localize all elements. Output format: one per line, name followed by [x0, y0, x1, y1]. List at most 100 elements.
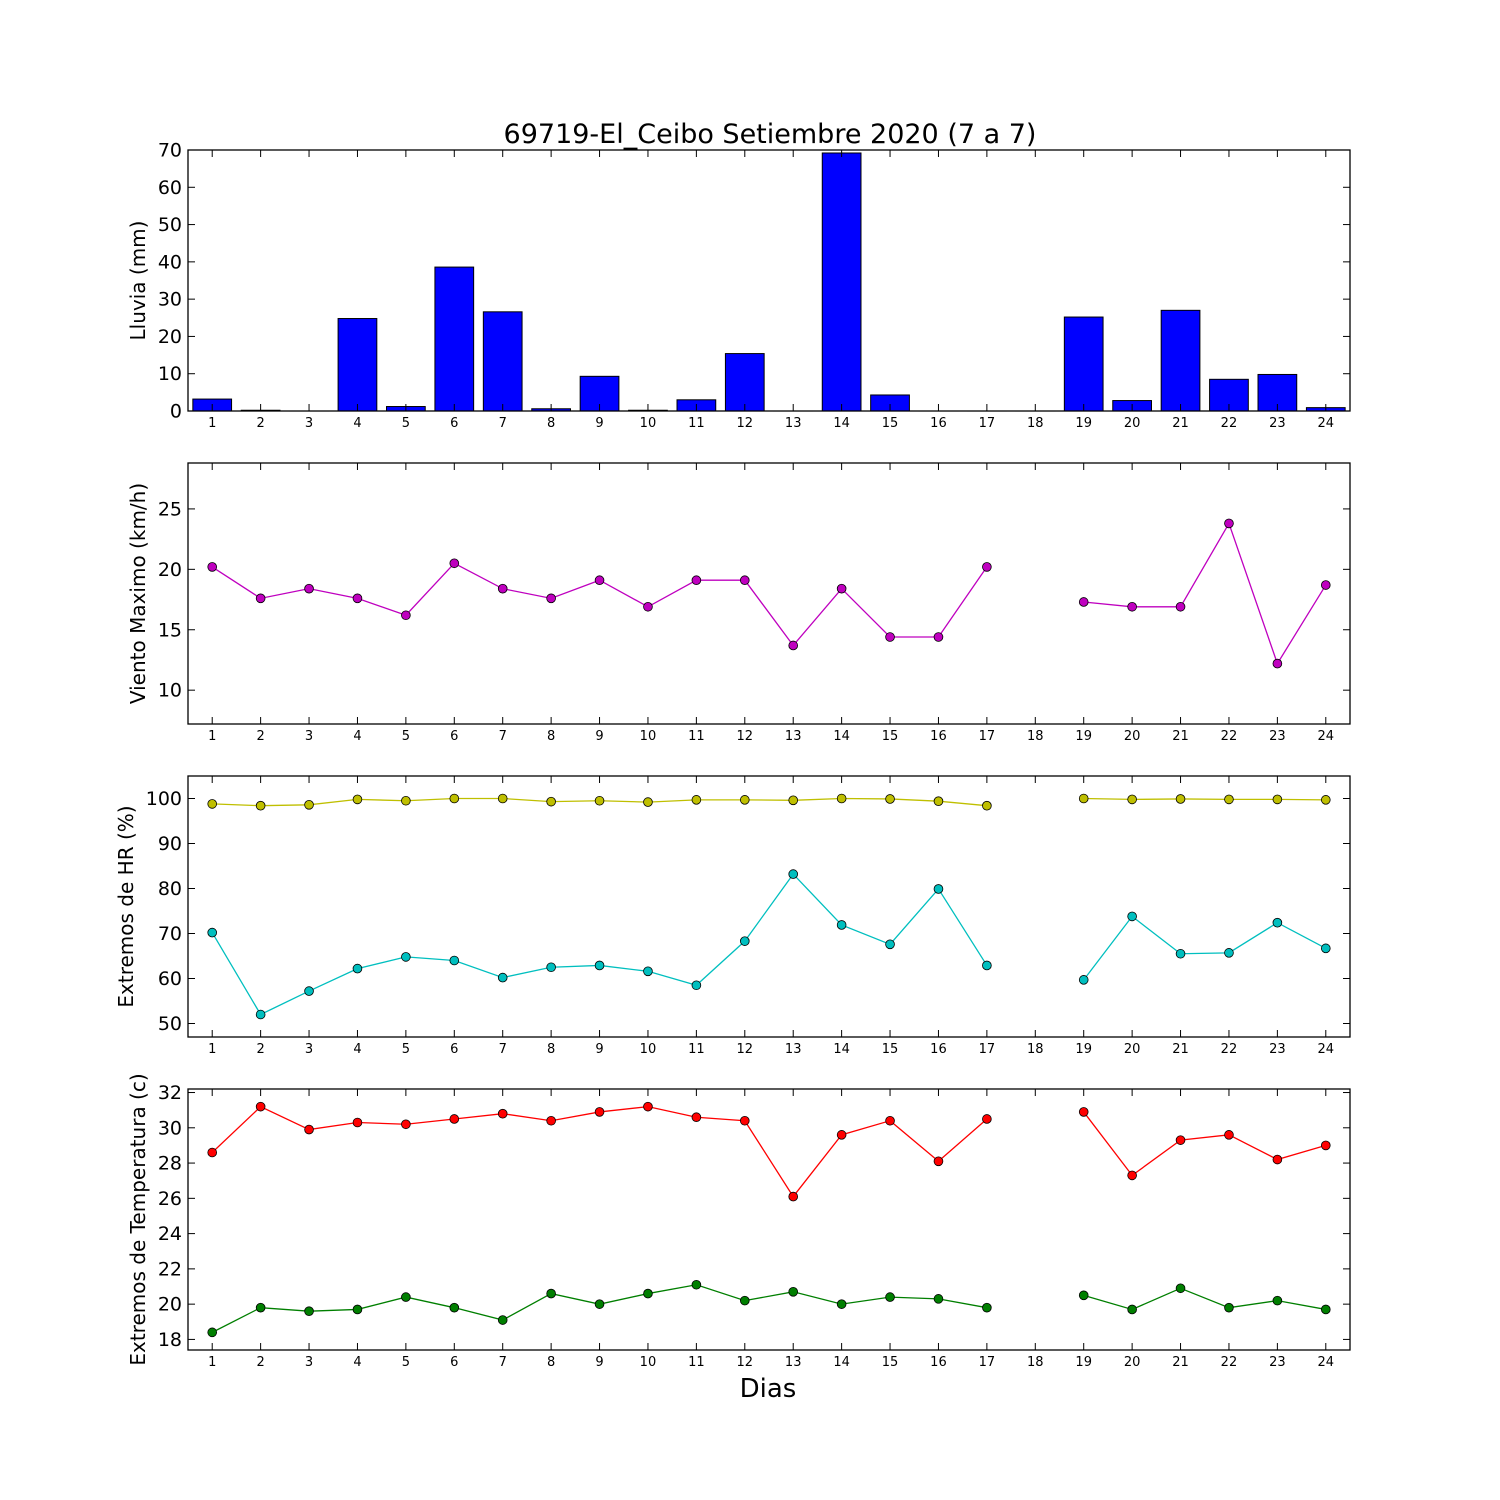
temperatura-series-1-point-day-8 [546, 1115, 556, 1126]
viento-series-1-point-day-16 [933, 632, 944, 642]
humedad-series-2-point-day-14 [836, 920, 847, 930]
x-tick-label-temperatura-11: 11 [688, 1355, 705, 1370]
x-tick-label-temperatura-2: 2 [256, 1355, 264, 1370]
y-tick-label-viento-10: 10 [158, 680, 182, 702]
x-tick-label-humedad-9: 9 [595, 1042, 603, 1057]
humedad-series-1-point-day-2 [255, 800, 266, 811]
temperatura-series-1-point-day-9 [594, 1107, 605, 1117]
x-tick-label-temperatura-22: 22 [1221, 1355, 1238, 1370]
temperatura-series-2-point-day-23 [1272, 1295, 1283, 1306]
y-tick-label-humedad-80: 80 [158, 878, 182, 900]
x-tick-label-temperatura-23: 23 [1269, 1355, 1286, 1370]
temperatura-series-1-point-day-3 [304, 1124, 314, 1135]
y-tick-label-humedad-50: 50 [158, 1013, 182, 1035]
viento-series-1-point-day-14 [836, 583, 847, 594]
x-tick-label-lluvia-24: 24 [1318, 416, 1335, 431]
x-tick-label-humedad-13: 13 [785, 1042, 802, 1057]
x-tick-label-viento-18: 18 [1027, 729, 1044, 744]
x-tick-label-humedad-2: 2 [256, 1042, 264, 1057]
x-tick-label-viento-9: 9 [595, 729, 603, 744]
viento-series-1-point-day-17 [982, 562, 992, 572]
viento-series-1-point-day-5 [401, 610, 411, 621]
humedad-series-2-point-day-13 [788, 869, 799, 879]
panel-lluvia-frame [187, 149, 1351, 412]
x-tick-label-humedad-8: 8 [547, 1042, 555, 1057]
temperatura-series-2-point-day-5 [401, 1292, 411, 1302]
y-tick-label-humedad-70: 70 [158, 923, 182, 945]
temperatura-series-2-point-day-7 [497, 1315, 508, 1325]
humedad-series-1-point-day-14 [836, 793, 847, 804]
x-tick-label-lluvia-15: 15 [882, 416, 899, 431]
y-tick-label-temperatura-18: 18 [158, 1329, 182, 1351]
viento-series-1-point-day-23 [1272, 658, 1283, 669]
humedad-series-2 [207, 869, 1331, 1020]
panel-humedad-frame [187, 775, 1351, 1038]
y-tick-label-temperatura-22: 22 [158, 1258, 182, 1280]
humedad-series-2-point-day-19 [1078, 975, 1089, 985]
humedad-series-1-point-day-20 [1127, 794, 1137, 805]
temperatura-series-2-point-day-3 [304, 1306, 314, 1316]
x-tick-label-viento-4: 4 [353, 729, 361, 744]
temperatura-series-2 [207, 1279, 1331, 1338]
viento-series-1-point-day-1 [207, 562, 218, 572]
humedad-series-2-point-day-22 [1224, 948, 1234, 958]
x-tick-label-lluvia-12: 12 [737, 416, 754, 431]
temperatura-series-1-point-day-17 [982, 1114, 992, 1124]
x-tick-label-viento-14: 14 [833, 729, 850, 744]
temperatura-series-2-point-day-19 [1078, 1290, 1089, 1301]
x-tick-label-viento-3: 3 [305, 729, 313, 744]
x-tick-label-viento-23: 23 [1269, 729, 1286, 744]
viento-series-1-point-day-13 [788, 640, 799, 651]
rain-bar-day-6 [434, 266, 475, 412]
x-tick-label-humedad-12: 12 [737, 1042, 754, 1057]
x-tick-label-lluvia-10: 10 [640, 416, 657, 431]
x-tick-label-temperatura-17: 17 [979, 1355, 996, 1370]
humedad-series-1-point-day-21 [1175, 794, 1186, 804]
x-tick-label-humedad-19: 19 [1075, 1042, 1092, 1057]
temperatura-series-2-point-day-12 [739, 1295, 750, 1306]
humedad-series-1-point-day-5 [401, 795, 411, 806]
temperatura-series-1-point-day-12 [739, 1115, 750, 1126]
y-tick-label-humedad-60: 60 [158, 968, 182, 990]
temperatura-series-1-point-day-21 [1175, 1135, 1186, 1145]
x-tick-label-humedad-22: 22 [1221, 1042, 1238, 1057]
viento-series-1-point-day-20 [1127, 601, 1137, 612]
x-tick-label-lluvia-3: 3 [305, 416, 313, 431]
x-tick-label-humedad-14: 14 [833, 1042, 850, 1057]
x-tick-label-humedad-11: 11 [688, 1042, 705, 1057]
temperatura-series-1-point-day-11 [691, 1112, 702, 1123]
humedad-series-1-point-day-8 [546, 796, 556, 807]
x-tick-label-viento-11: 11 [688, 729, 705, 744]
x-tick-label-viento-2: 2 [256, 729, 264, 744]
temperatura-series-1-point-day-22 [1224, 1130, 1234, 1140]
viento-series-1-point-day-24 [1320, 580, 1331, 590]
x-tick-label-temperatura-1: 1 [208, 1355, 216, 1370]
humedad-series-2-point-day-4 [352, 963, 363, 974]
x-tick-label-lluvia-8: 8 [547, 416, 555, 431]
temperatura-series-1-point-day-16 [933, 1156, 944, 1167]
x-tick-label-humedad-4: 4 [353, 1042, 361, 1057]
x-tick-label-temperatura-13: 13 [785, 1355, 802, 1370]
x-tick-label-viento-8: 8 [547, 729, 555, 744]
humedad-series-1-point-day-24 [1320, 795, 1331, 805]
viento-series-1-point-day-19 [1078, 597, 1089, 607]
humedad-series-2-point-day-7 [497, 972, 508, 983]
humedad-series-2-point-day-20 [1127, 911, 1137, 922]
y-tick-label-lluvia-50: 50 [158, 214, 182, 236]
x-tick-label-humedad-5: 5 [402, 1042, 410, 1057]
humedad-series-2-point-day-24 [1320, 943, 1331, 954]
humedad-series-1-point-day-9 [594, 795, 605, 806]
x-tick-label-humedad-18: 18 [1027, 1042, 1044, 1057]
temperatura-series-1-point-day-5 [401, 1119, 411, 1130]
panel-viento-frame [187, 462, 1351, 725]
x-tick-label-temperatura-4: 4 [353, 1355, 361, 1370]
temperatura-series-2-point-day-17 [982, 1302, 992, 1313]
y-tick-label-lluvia-70: 70 [158, 140, 182, 162]
humedad-series-1-point-day-23 [1272, 794, 1283, 805]
rain-bar-day-14 [821, 152, 862, 412]
x-tick-label-humedad-17: 17 [979, 1042, 996, 1057]
humedad-series-1-point-day-4 [352, 794, 363, 805]
